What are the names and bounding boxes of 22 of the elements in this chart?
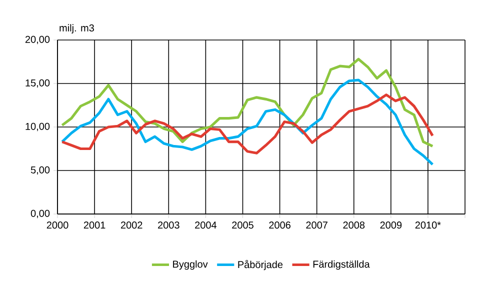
y-tick-label: 20,00 xyxy=(25,36,50,44)
x-tick-label: 2004 xyxy=(195,222,217,229)
x-tick-label: 2002 xyxy=(120,222,142,229)
x-tick-label: 2001 xyxy=(84,222,106,229)
x-tick-label: 2006 xyxy=(269,222,290,229)
x-tick-label: 2005 xyxy=(232,222,254,229)
line-series xyxy=(60,58,434,148)
y-tick-label: 10,00 xyxy=(26,122,50,132)
y-axis-title: milj. m3 xyxy=(60,24,94,34)
line-series xyxy=(60,78,434,166)
x-tick-label: 2003 xyxy=(158,222,180,229)
x-tick-label: 2008 xyxy=(343,222,365,229)
legend-label: Färdigställda xyxy=(313,260,370,270)
y-tick-label: 15,00 xyxy=(26,79,50,88)
y-tick-label: 0,00 xyxy=(30,210,50,218)
x-tick-label: 2007 xyxy=(306,222,328,229)
legend-label: Påbörjade xyxy=(238,260,283,270)
y-tick-label: 5,00 xyxy=(30,166,50,175)
x-tick-label: 2009 xyxy=(380,222,402,229)
x-tick-label: 2000 xyxy=(46,222,68,229)
x-tick-label: 2010* xyxy=(415,222,441,229)
legend-label: Bygglov xyxy=(173,260,208,270)
